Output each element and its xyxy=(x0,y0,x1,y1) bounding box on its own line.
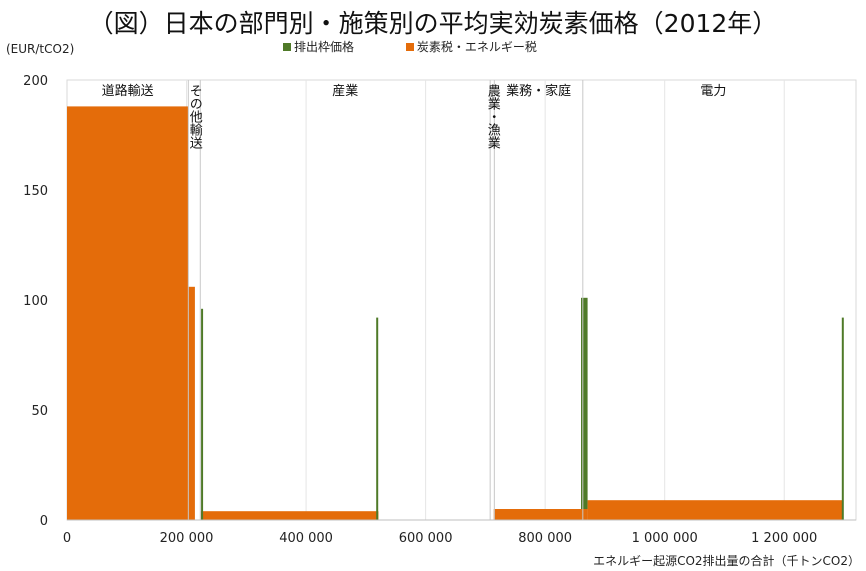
legend-swatch-carbon-energy-tax xyxy=(405,43,414,51)
x-tick-label: 400 000 xyxy=(279,531,333,546)
x-axis-label: エネルギー起源CO2排出量の合計（千トンCO2） xyxy=(593,554,860,568)
sector-label: 電力 xyxy=(700,84,726,99)
legend-label-carbon-energy-tax: 炭素税・エネルギー税 xyxy=(416,40,537,54)
legend: 排出枠価格 炭素税・エネルギー税 xyxy=(283,38,585,55)
bar-emissions-trading-spike xyxy=(376,317,379,520)
legend-item-carbon-energy-tax: 炭素税・エネルギー税 xyxy=(405,38,537,55)
sector-label: その他輸送 xyxy=(187,84,203,150)
bar-carbon-energy-tax xyxy=(67,106,189,521)
y-tick-label: 50 xyxy=(31,404,48,419)
bar-emissions-trading-spike xyxy=(201,308,204,520)
bar-carbon-energy-tax xyxy=(188,286,195,520)
bar-carbon-energy-tax xyxy=(587,500,843,520)
bar-emissions-trading xyxy=(581,297,588,509)
x-tick-label: 1 000 000 xyxy=(632,531,698,546)
bar-layer xyxy=(67,106,844,521)
x-tick-label: 0 xyxy=(63,531,71,546)
legend-swatch-emissions-trading xyxy=(283,43,291,51)
plot-area xyxy=(66,79,857,521)
sector-divider-layer xyxy=(187,80,584,520)
y-tick-label: 200 xyxy=(23,74,48,89)
sector-label: 農業・漁業 xyxy=(485,84,501,149)
bar-carbon-energy-tax xyxy=(581,509,588,520)
x-tick-label: 800 000 xyxy=(518,531,572,546)
chart-title: （図）日本の部門別・施策別の平均実効炭素価格（2012年） xyxy=(88,9,778,38)
x-tick-label: 1 200 000 xyxy=(751,531,817,546)
bar-emissions-trading-spike xyxy=(841,317,844,520)
sector-label: 道路輸送 xyxy=(102,83,154,99)
y-axis-unit-label: (EUR/tCO2) xyxy=(6,42,75,56)
x-tick-label: 600 000 xyxy=(399,531,453,546)
y-tick-label: 100 xyxy=(23,294,48,309)
x-tick-label: 200 000 xyxy=(160,531,214,546)
sector-label: 業務・家庭 xyxy=(506,83,571,99)
sector-label: 産業 xyxy=(332,83,358,99)
bar-carbon-energy-tax xyxy=(200,511,379,520)
y-tick-label: 0 xyxy=(40,514,48,529)
sector-label-layer: 道路輸送 その他輸送 産業 農業・漁業 業務・家庭 電力 xyxy=(102,83,727,150)
bar-carbon-energy-tax xyxy=(493,509,582,520)
y-tick-label: 150 xyxy=(23,184,48,199)
axis-layer: 0 50 100 150 200 0 200 000 400 000 600 000 800 00… xyxy=(23,74,856,546)
legend-label-emissions-trading: 排出枠価格 xyxy=(294,40,355,54)
legend-item-emissions-trading: 排出枠価格 xyxy=(283,38,354,55)
